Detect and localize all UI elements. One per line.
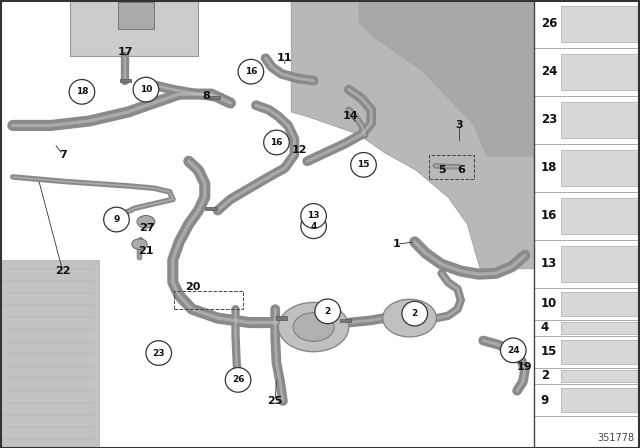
Bar bbox=[205, 207, 217, 210]
Bar bbox=[561, 198, 640, 234]
Text: 16: 16 bbox=[541, 209, 557, 222]
Bar bbox=[340, 319, 351, 322]
Circle shape bbox=[293, 313, 334, 341]
Text: 13: 13 bbox=[541, 257, 557, 270]
Polygon shape bbox=[70, 0, 198, 56]
Bar bbox=[561, 388, 640, 412]
Ellipse shape bbox=[351, 152, 376, 177]
Ellipse shape bbox=[500, 338, 526, 363]
Bar bbox=[561, 292, 640, 316]
Text: 19: 19 bbox=[517, 362, 532, 372]
Bar bbox=[561, 150, 640, 186]
Bar bbox=[118, 2, 154, 29]
Text: 7: 7 bbox=[59, 150, 67, 159]
Ellipse shape bbox=[146, 341, 172, 366]
Bar bbox=[561, 322, 640, 334]
Bar bbox=[561, 246, 640, 282]
Ellipse shape bbox=[238, 60, 264, 84]
Ellipse shape bbox=[133, 77, 159, 102]
Ellipse shape bbox=[69, 80, 95, 104]
Bar bbox=[561, 370, 640, 382]
Ellipse shape bbox=[301, 203, 326, 228]
Text: 18: 18 bbox=[541, 161, 557, 174]
Text: 15: 15 bbox=[357, 160, 370, 169]
Polygon shape bbox=[0, 260, 99, 448]
Text: 11: 11 bbox=[277, 53, 292, 63]
Text: 24: 24 bbox=[507, 346, 520, 355]
Text: 27: 27 bbox=[140, 224, 155, 233]
Text: 26: 26 bbox=[541, 17, 557, 30]
Text: 14: 14 bbox=[343, 112, 358, 121]
Text: 21: 21 bbox=[138, 246, 154, 256]
Circle shape bbox=[278, 302, 349, 352]
Text: 18: 18 bbox=[76, 87, 88, 96]
Text: 9: 9 bbox=[113, 215, 120, 224]
Text: 10: 10 bbox=[140, 85, 152, 94]
Text: 2: 2 bbox=[541, 369, 549, 383]
Text: 4: 4 bbox=[541, 321, 549, 335]
Text: 4: 4 bbox=[310, 222, 317, 231]
Text: 2: 2 bbox=[412, 309, 418, 318]
Text: 13: 13 bbox=[307, 211, 320, 220]
Bar bbox=[561, 340, 640, 364]
Bar bbox=[534, 0, 640, 448]
Bar bbox=[120, 79, 131, 82]
Text: 8: 8 bbox=[202, 91, 210, 101]
Ellipse shape bbox=[402, 302, 428, 326]
Text: 15: 15 bbox=[541, 345, 557, 358]
Bar bbox=[561, 54, 640, 90]
Bar bbox=[276, 316, 287, 320]
Circle shape bbox=[137, 215, 155, 228]
Text: 26: 26 bbox=[232, 375, 244, 384]
Ellipse shape bbox=[104, 207, 129, 232]
Text: 22: 22 bbox=[55, 266, 70, 276]
Ellipse shape bbox=[225, 367, 251, 392]
Text: 24: 24 bbox=[541, 65, 557, 78]
Ellipse shape bbox=[264, 130, 289, 155]
Polygon shape bbox=[291, 0, 534, 269]
Text: 10: 10 bbox=[541, 297, 557, 310]
Text: 17: 17 bbox=[118, 47, 133, 56]
Circle shape bbox=[383, 299, 436, 337]
Text: 25: 25 bbox=[268, 396, 283, 406]
Text: 3: 3 bbox=[456, 121, 463, 130]
Text: 5: 5 bbox=[438, 165, 445, 175]
Text: 16: 16 bbox=[270, 138, 283, 147]
Polygon shape bbox=[358, 0, 534, 157]
Text: 1: 1 bbox=[393, 239, 401, 249]
Bar bbox=[561, 6, 640, 42]
Bar bbox=[209, 96, 220, 99]
Circle shape bbox=[132, 239, 147, 250]
Text: 20: 20 bbox=[186, 282, 201, 292]
Text: 23: 23 bbox=[541, 113, 557, 126]
Text: 351778: 351778 bbox=[598, 433, 635, 443]
Bar bbox=[561, 102, 640, 138]
Ellipse shape bbox=[301, 214, 326, 238]
Text: 2: 2 bbox=[324, 307, 331, 316]
Text: 16: 16 bbox=[244, 67, 257, 76]
Text: 12: 12 bbox=[292, 145, 307, 155]
Text: 6: 6 bbox=[457, 165, 465, 175]
Ellipse shape bbox=[315, 299, 340, 323]
Text: 23: 23 bbox=[152, 349, 165, 358]
Text: 9: 9 bbox=[541, 393, 549, 407]
